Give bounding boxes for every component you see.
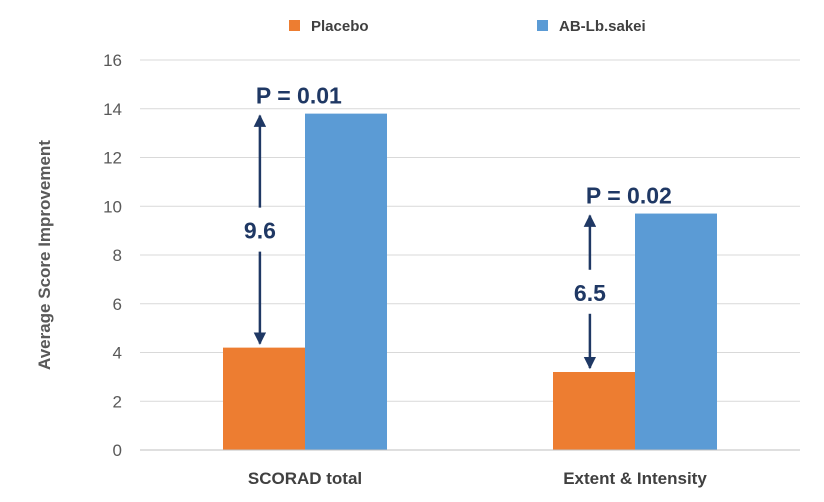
bar-placebo-0 bbox=[223, 347, 305, 450]
y-axis-label: Average Score Improvement bbox=[35, 140, 54, 370]
legend-label-0: Placebo bbox=[311, 18, 369, 35]
y-tick-label-8: 16 bbox=[103, 51, 122, 70]
legend-label-1: AB-Lb.sakei bbox=[559, 18, 646, 35]
annotations: 9.6 P = 0.01 6.5 P = 0.02 bbox=[244, 83, 672, 370]
p-value-label-0: P = 0.01 bbox=[256, 83, 342, 109]
difference-label-0: 9.6 bbox=[244, 218, 276, 244]
y-tick-label-4: 8 bbox=[113, 246, 122, 265]
y-tick-label-2: 4 bbox=[113, 344, 122, 363]
p-value-label-1: P = 0.02 bbox=[586, 183, 672, 209]
bar-ab-lb-sakei-0 bbox=[305, 113, 387, 450]
legend: Placebo AB-Lb.sakei bbox=[289, 18, 646, 35]
legend-swatch-1 bbox=[537, 20, 548, 31]
y-tick-label-3: 6 bbox=[113, 295, 122, 314]
x-category-label-0: SCORAD total bbox=[248, 469, 362, 488]
y-tick-label-7: 14 bbox=[103, 100, 122, 119]
y-tick-label-6: 12 bbox=[103, 149, 122, 168]
y-tick-label-0: 0 bbox=[113, 441, 122, 460]
bar-placebo-1 bbox=[553, 372, 635, 450]
y-axis-ticks: 0 2 4 6 8 10 12 14 16 bbox=[103, 51, 122, 460]
bar-ab-lb-sakei-1 bbox=[635, 213, 717, 450]
legend-swatch-0 bbox=[289, 20, 300, 31]
difference-label-1: 6.5 bbox=[574, 280, 606, 306]
x-axis-categories: SCORAD total Extent & Intensity bbox=[248, 469, 707, 488]
x-category-label-1: Extent & Intensity bbox=[563, 469, 707, 488]
y-tick-label-1: 2 bbox=[113, 392, 122, 411]
y-tick-label-5: 10 bbox=[103, 197, 122, 216]
bars bbox=[223, 113, 717, 450]
